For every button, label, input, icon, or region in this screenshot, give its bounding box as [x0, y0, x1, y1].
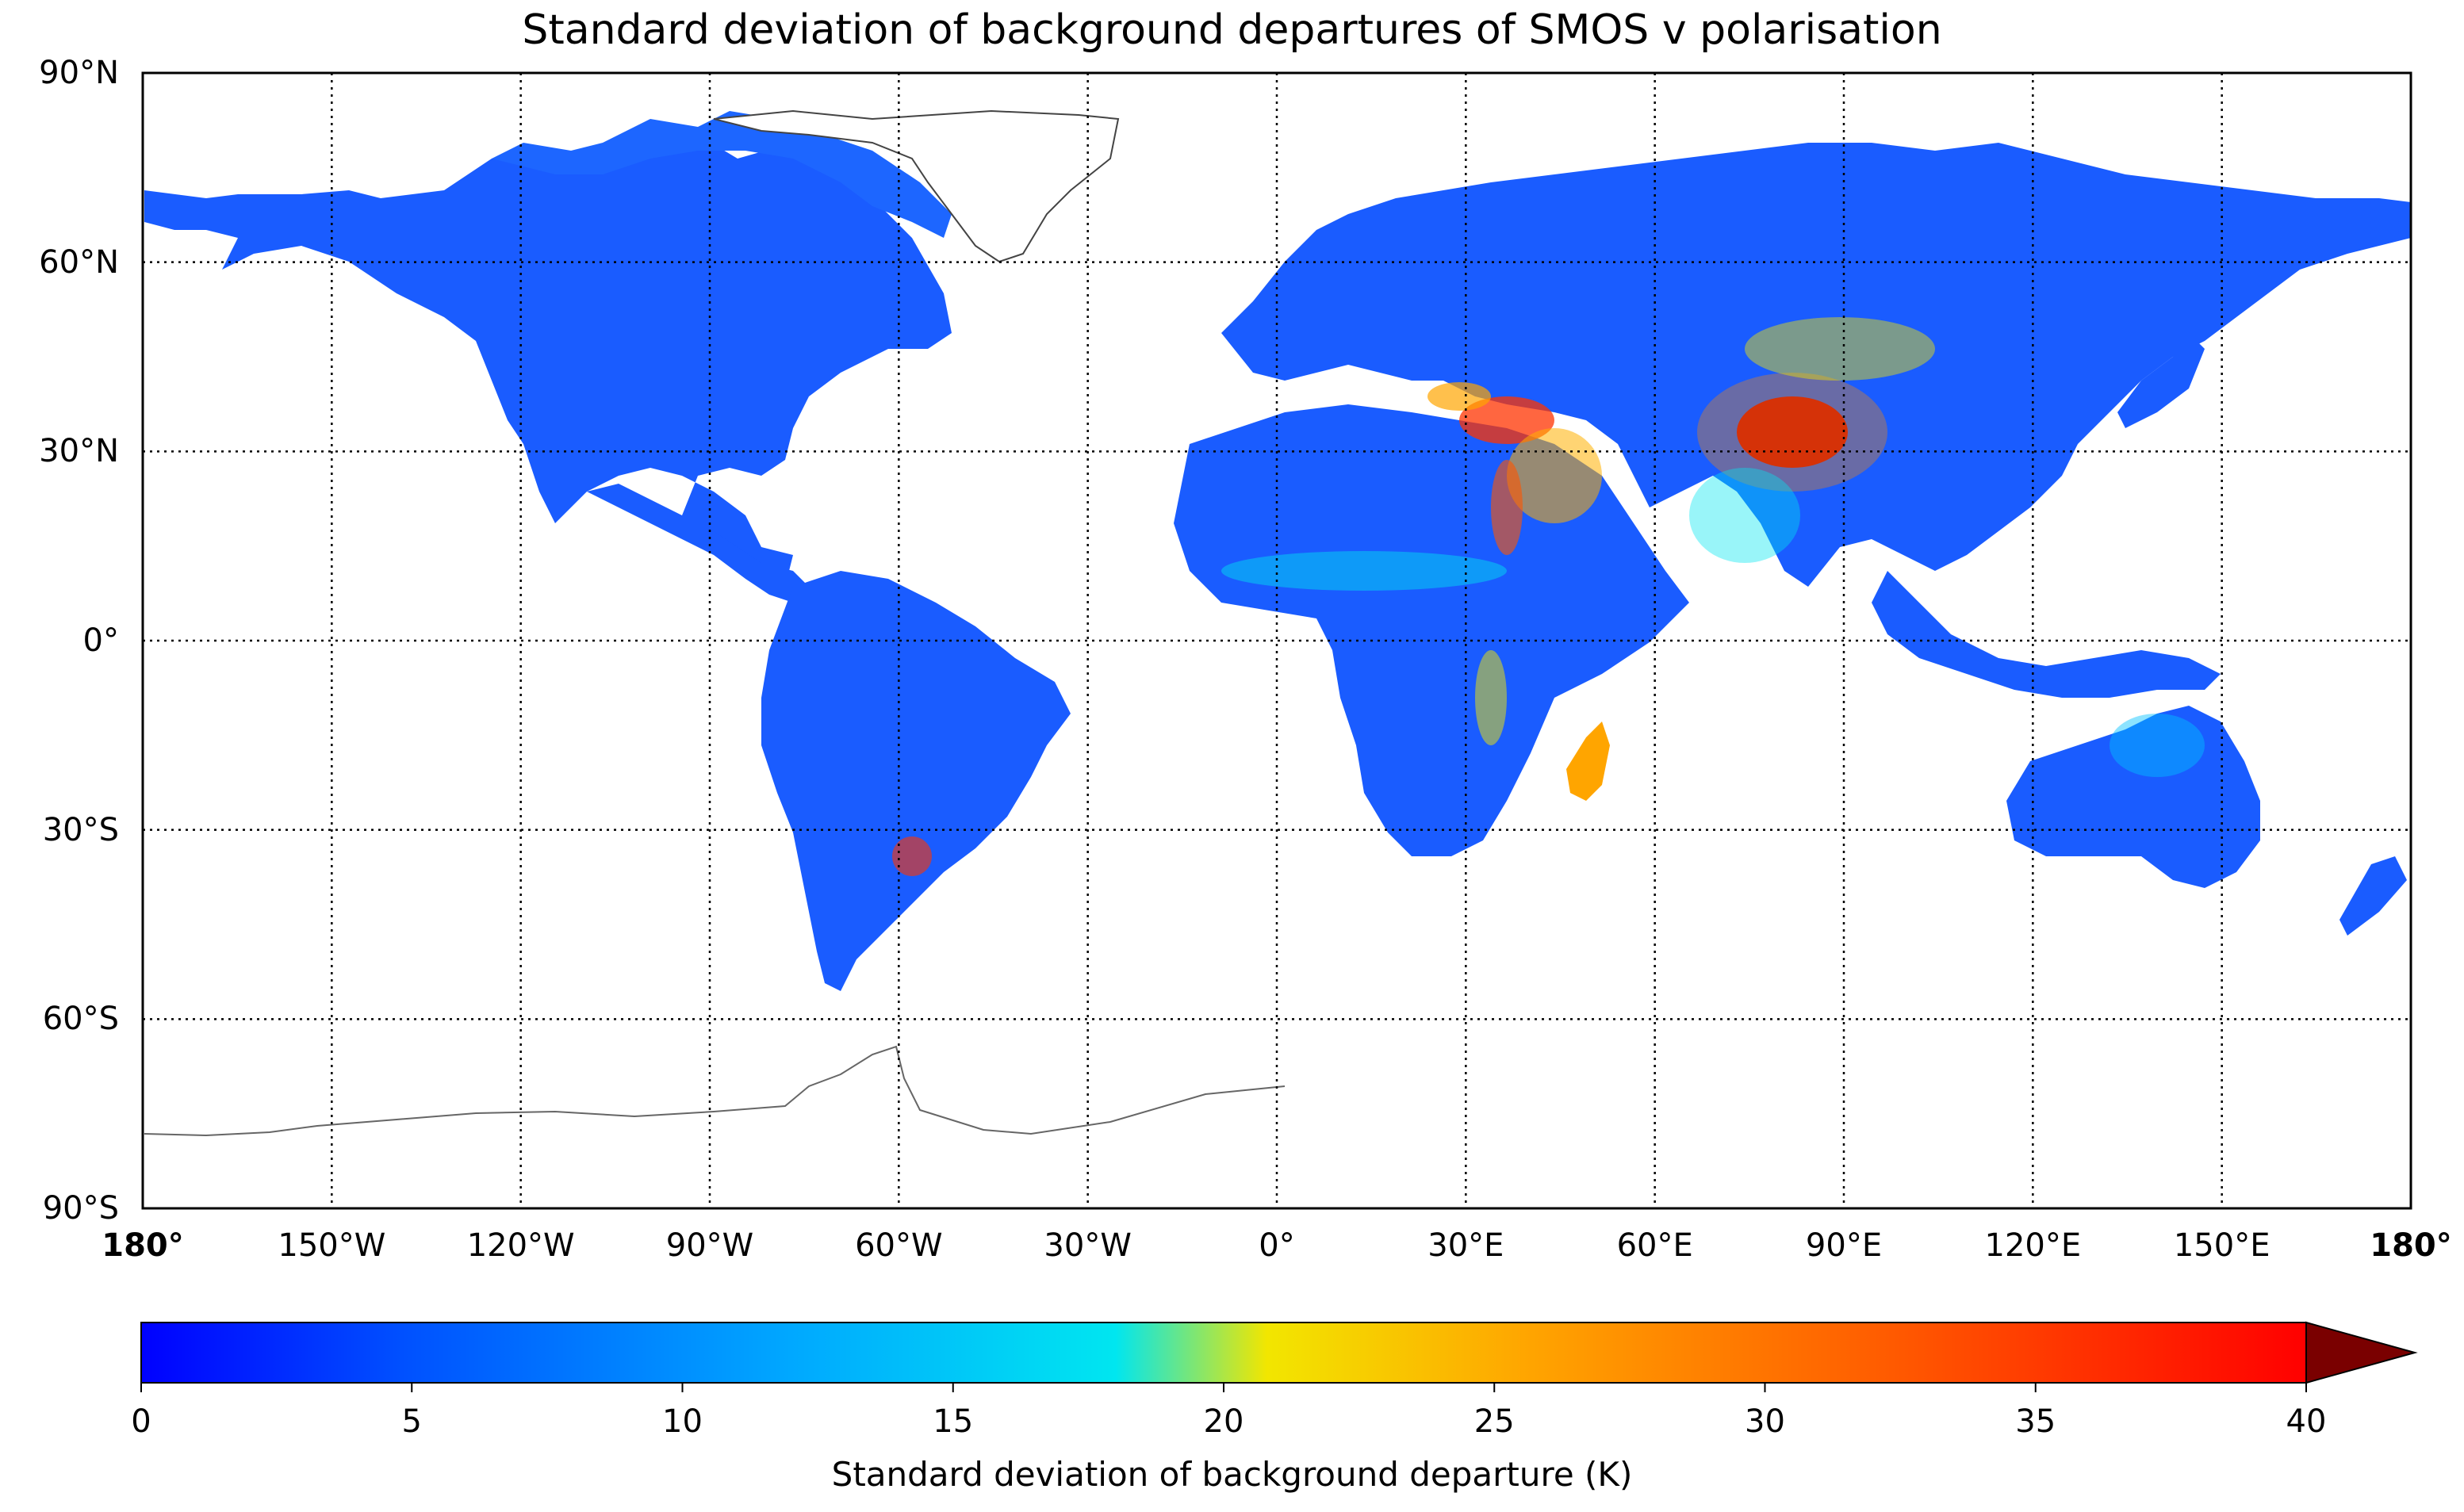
- southeast-asia-islands: [1872, 571, 2221, 698]
- longitude-tick-label: 30°W: [1044, 1227, 1132, 1264]
- colorbar-title: Standard deviation of background departu…: [831, 1455, 1633, 1494]
- hotspot-sahel: [1221, 551, 1507, 591]
- colorbar-tick-label: 30: [1745, 1403, 1785, 1440]
- australia-landmass: [2006, 706, 2260, 888]
- colorbar-tick-label: 40: [2286, 1403, 2327, 1440]
- chart-title: Standard deviation of background departu…: [522, 6, 1942, 54]
- hotspot-red-sea: [1491, 460, 1523, 555]
- colorbar-extend-arrow: [2305, 1321, 2418, 1384]
- madagascar-landmass: [1566, 722, 1610, 801]
- colorbar-tick-label: 35: [2015, 1403, 2056, 1440]
- latitude-tick-label: 90°S: [42, 1190, 119, 1227]
- longitude-tick-label: 180°: [102, 1227, 184, 1264]
- colorbar-tick-label: 20: [1203, 1403, 1244, 1440]
- hotspot-india: [1689, 468, 1800, 563]
- arctic-archipelago: [492, 111, 952, 238]
- colorbar-tick-label: 10: [662, 1403, 703, 1440]
- longitude-tick-label: 0°: [1259, 1227, 1295, 1264]
- longitude-tick-label: 150°W: [278, 1227, 386, 1264]
- colorbar: [140, 1321, 2418, 1392]
- latitude-tick-label: 90°N: [39, 55, 119, 91]
- hotspot-iran: [1459, 396, 1554, 444]
- eurasia-landmass: [1221, 143, 2411, 587]
- hotspot-layer: [892, 317, 2205, 876]
- colorbar-tick-label: 15: [933, 1403, 974, 1440]
- central-america-landmass: [587, 484, 809, 603]
- latitude-tick-label: 30°N: [39, 433, 119, 470]
- hotspot-turkey: [1427, 382, 1491, 411]
- latitude-tick-label: 30°S: [42, 811, 119, 848]
- antarctica-coastline: [144, 1045, 1286, 1137]
- hotspot-mongolia: [1745, 317, 1935, 381]
- land-data-layer: [144, 109, 2411, 1137]
- colorbar-tick-label: 25: [1473, 1403, 1515, 1440]
- hotspot-east-africa: [1475, 650, 1507, 745]
- longitude-tick-label: 90°W: [665, 1227, 754, 1264]
- longitude-tick-label: 60°W: [855, 1227, 943, 1264]
- longitude-tick-label: 180°: [2370, 1227, 2452, 1264]
- colorbar-bar: [140, 1322, 2307, 1384]
- north-america-landmass: [144, 135, 952, 587]
- new-zealand-landmass: [2339, 856, 2407, 936]
- japan-landmass: [2117, 333, 2205, 428]
- hotspot-australia: [2110, 714, 2205, 777]
- latitude-tick-label: 60°N: [39, 243, 119, 281]
- hotspot-tibet-halo: [1697, 373, 1887, 492]
- latitude-tick-label: 0°: [82, 622, 119, 659]
- colorbar-tick-label: 0: [131, 1403, 151, 1440]
- hotspot-tibet: [1737, 396, 1848, 468]
- latitude-tick-label: 60°S: [42, 1001, 119, 1038]
- hotspot-argentina: [892, 836, 932, 876]
- longitude-tick-label: 30°E: [1427, 1227, 1504, 1264]
- longitude-tick-label: 120°E: [1984, 1227, 2082, 1264]
- colorbar-tick-label: 5: [401, 1403, 422, 1440]
- longitude-tick-label: 120°W: [466, 1227, 575, 1264]
- colorbar-ticks: [140, 1383, 2307, 1392]
- greenland-outline: [713, 109, 1120, 263]
- south-america-landmass: [761, 571, 1071, 991]
- longitude-tick-label: 150°E: [2173, 1227, 2270, 1264]
- longitude-tick-label: 90°E: [1805, 1227, 1883, 1264]
- longitude-tick-label: 60°E: [1616, 1227, 1693, 1264]
